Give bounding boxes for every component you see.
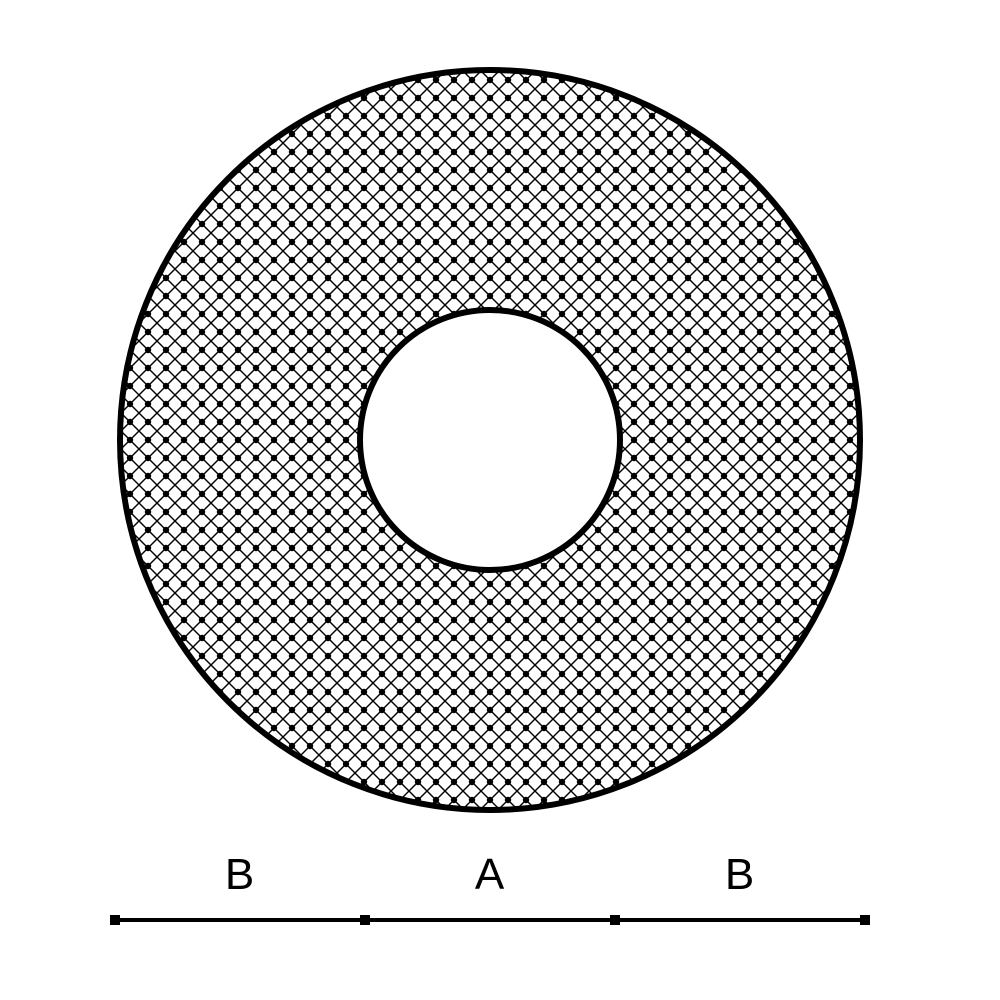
dimension-label-b-right: B <box>725 850 755 900</box>
diagram-stage: B A B <box>0 0 1000 1000</box>
dimension-label-b-left: B <box>225 850 255 900</box>
dimension-label-a: A <box>475 850 505 900</box>
dimension-line <box>110 915 870 925</box>
